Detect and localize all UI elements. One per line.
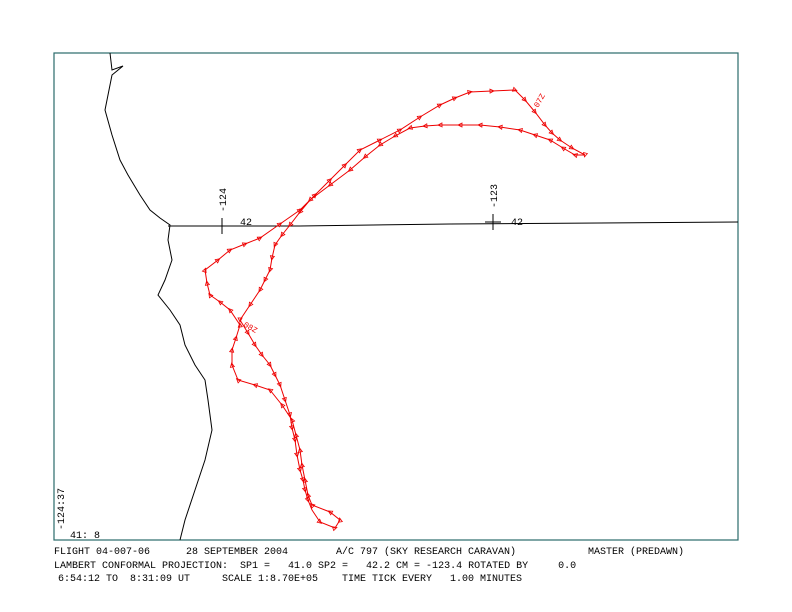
time-label: 08Z <box>242 321 259 336</box>
lat-label: 42 <box>511 218 523 229</box>
corner-lon-label: -124:37 <box>57 488 68 530</box>
footer: FLIGHT 04-007-06 28 SEPTEMBER 2004 A/C 7… <box>54 546 684 585</box>
flight-track <box>201 86 589 532</box>
map-frame <box>53 52 739 541</box>
coastline <box>104 52 213 541</box>
time-label: 07Z <box>533 92 548 109</box>
lon-label: -124 <box>219 188 230 212</box>
footer-text: TIME TICK EVERY 1.00 MINUTES <box>342 574 522 585</box>
corner-lat-label: 41: 8 <box>70 531 100 542</box>
footer-text: 28 SEPTEMBER 2004 <box>186 547 288 558</box>
lon-label: -123 <box>490 184 501 208</box>
lat-label: 42 <box>240 218 252 229</box>
footer-text: 6:54:12 TO 8:31:09 UT <box>58 574 190 585</box>
footer-text: SCALE 1:8.70E+05 <box>222 574 318 585</box>
state-border <box>168 221 739 227</box>
footer-text: FLIGHT 04-007-06 <box>54 547 150 558</box>
footer-text: LAMBERT CONFORMAL PROJECTION: SP1 = 41.0… <box>54 561 576 572</box>
footer-text: A/C 797 (SKY RESEARCH CARAVAN) <box>336 546 516 558</box>
footer-text: MASTER (PREDAWN) <box>588 546 684 558</box>
